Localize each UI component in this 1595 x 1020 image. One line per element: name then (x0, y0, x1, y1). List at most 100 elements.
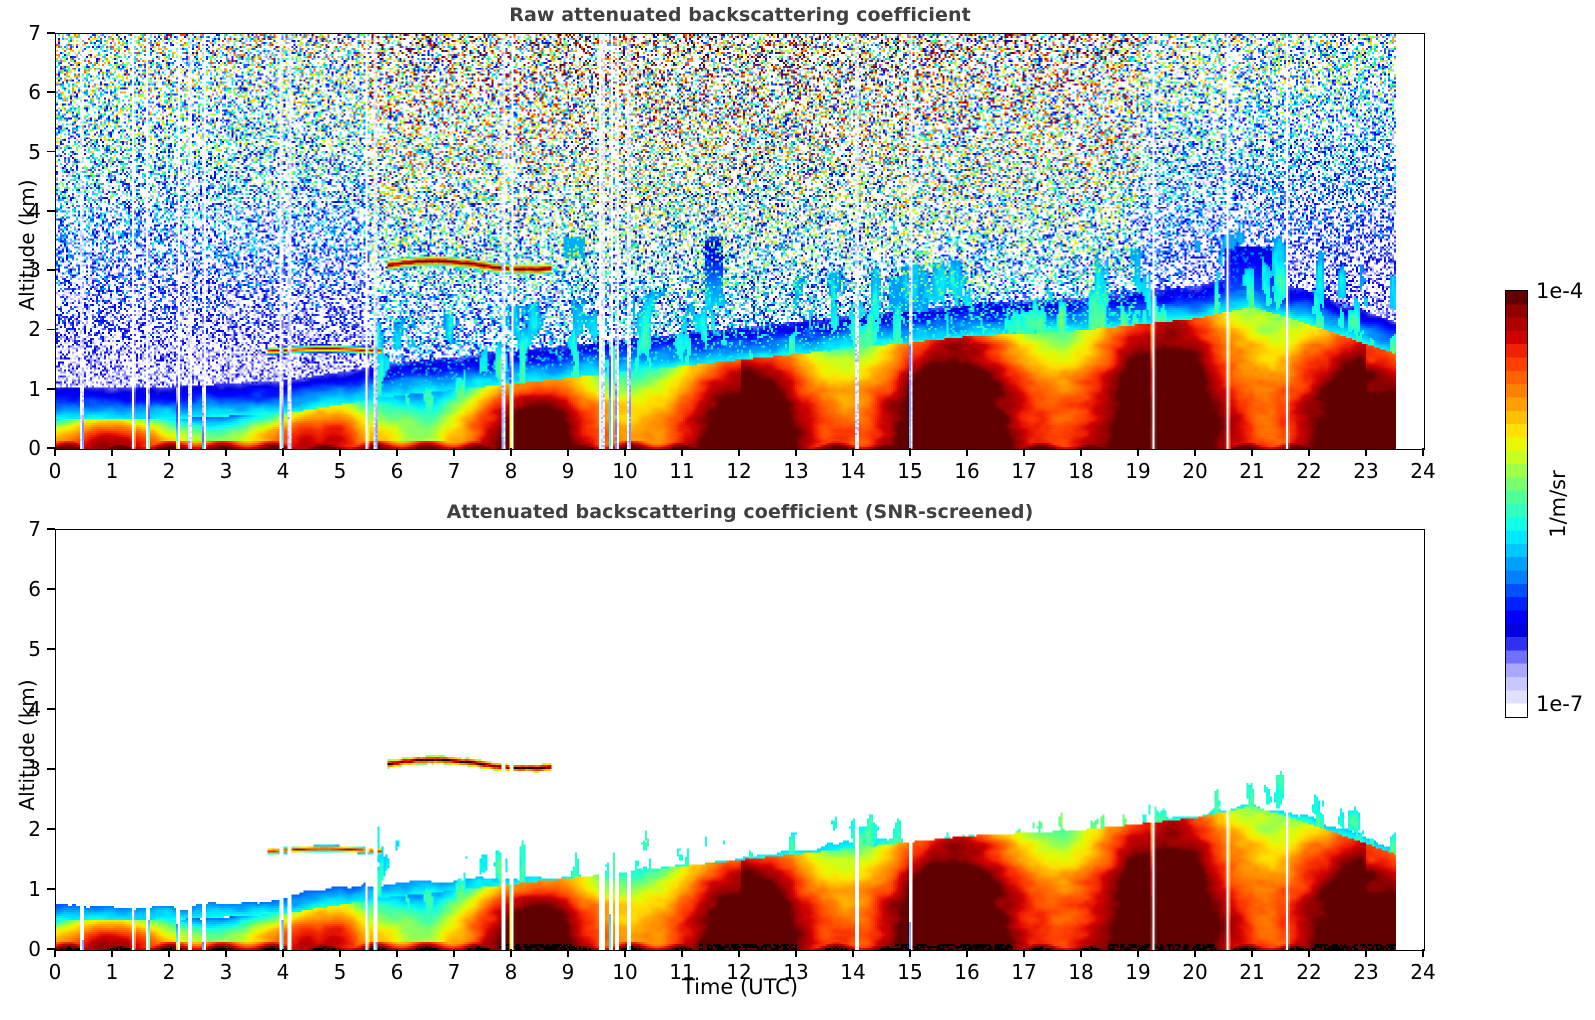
x-tick-label: 1 (105, 459, 119, 483)
y-tick-label: 6 (28, 80, 41, 105)
colorbar-max-label: 1e-4 (1536, 279, 1584, 303)
x-tick-label: 10 (612, 459, 638, 483)
x-tick (681, 448, 683, 456)
y-tick (47, 948, 55, 950)
x-tick (54, 448, 56, 456)
y-tick-label: 7 (28, 517, 41, 541)
x-tick (54, 949, 56, 957)
screened-x-axis-label: Time (UTC) (681, 975, 799, 999)
x-tick (282, 949, 284, 957)
x-tick (1023, 448, 1025, 456)
y-tick-label: 4 (28, 697, 41, 721)
x-tick-label: 1 (105, 960, 119, 984)
y-tick-label: 1 (28, 376, 41, 401)
x-tick (1308, 448, 1310, 456)
x-tick-label: 7 (447, 459, 461, 483)
x-tick (225, 949, 227, 957)
x-tick (453, 448, 455, 456)
x-tick-label: 22 (1296, 459, 1322, 483)
y-tick (47, 648, 55, 650)
x-tick (966, 949, 968, 957)
x-tick-label: 17 (1011, 960, 1037, 984)
y-tick (47, 888, 55, 890)
x-tick (1194, 448, 1196, 456)
x-tick-label: 24 (1410, 960, 1436, 984)
x-tick-label: 10 (612, 960, 638, 984)
x-tick-label: 16 (954, 960, 980, 984)
x-tick-label: 11 (669, 960, 695, 984)
x-tick-label: 16 (954, 459, 980, 483)
x-tick-label: 7 (447, 960, 461, 984)
raw-backscatter-heatmap[interactable] (55, 33, 1425, 450)
x-tick (852, 448, 854, 456)
x-tick-label: 18 (1068, 960, 1094, 984)
x-tick-label: 23 (1353, 459, 1379, 483)
x-tick (909, 949, 911, 957)
x-tick (111, 448, 113, 456)
x-tick (852, 949, 854, 957)
x-tick-label: 13 (783, 459, 809, 483)
x-tick-label: 4 (276, 960, 290, 984)
x-tick (168, 949, 170, 957)
x-tick (510, 949, 512, 957)
x-tick-label: 15 (897, 459, 923, 483)
x-tick-label: 8 (504, 459, 518, 483)
screened-backscatter-heatmap[interactable] (55, 529, 1425, 951)
y-tick (47, 91, 55, 94)
x-tick (1365, 949, 1367, 957)
x-tick (1365, 448, 1367, 456)
panel-screened-title: Attenuated backscattering coefficient (S… (446, 501, 1034, 523)
x-tick-label: 6 (390, 459, 404, 483)
x-tick-label: 11 (669, 459, 695, 483)
x-tick (1422, 949, 1424, 957)
y-tick-label: 5 (28, 139, 41, 164)
y-tick-label: 5 (28, 637, 41, 661)
x-tick-label: 21 (1239, 960, 1265, 984)
x-tick-label: 17 (1011, 459, 1037, 483)
colorbar[interactable] (1505, 290, 1528, 718)
x-tick (1023, 949, 1025, 957)
x-tick (282, 448, 284, 456)
y-tick-label: 0 (28, 937, 41, 961)
y-tick-label: 7 (28, 21, 41, 45)
x-tick-label: 21 (1239, 459, 1265, 483)
x-tick-label: 20 (1182, 459, 1208, 483)
y-tick (47, 328, 55, 331)
x-tick-label: 4 (276, 459, 290, 483)
x-tick (795, 949, 797, 957)
x-tick-label: 3 (219, 459, 233, 483)
x-tick-label: 23 (1353, 960, 1379, 984)
x-tick (339, 448, 341, 456)
y-tick (47, 528, 55, 530)
x-tick-label: 20 (1182, 960, 1208, 984)
x-tick (567, 949, 569, 957)
x-tick (396, 949, 398, 957)
x-tick-label: 19 (1125, 459, 1151, 483)
x-tick (624, 448, 626, 456)
x-tick-label: 3 (219, 960, 233, 984)
x-tick-label: 12 (726, 960, 752, 984)
x-tick-label: 14 (840, 960, 866, 984)
x-tick (1194, 949, 1196, 957)
x-tick (339, 949, 341, 957)
y-tick-label: 2 (28, 817, 41, 841)
x-tick-label: 2 (162, 960, 176, 984)
x-tick (738, 448, 740, 456)
x-tick (168, 448, 170, 456)
x-tick-label: 5 (333, 960, 347, 984)
y-tick-label: 2 (28, 317, 41, 342)
colorbar-unit-label: 1/m/sr (1546, 470, 1570, 538)
y-tick-label: 4 (28, 198, 41, 223)
y-tick-label: 3 (28, 258, 41, 283)
x-tick (1137, 448, 1139, 456)
y-tick (47, 447, 55, 449)
x-tick (966, 448, 968, 456)
screened-heatmap-canvas (56, 530, 1424, 950)
colorbar-min-label: 1e-7 (1536, 692, 1584, 716)
y-tick (47, 32, 55, 34)
y-tick-label: 0 (28, 436, 41, 460)
x-tick-label: 0 (48, 960, 62, 984)
x-tick (396, 448, 398, 456)
x-tick (624, 949, 626, 957)
x-tick-label: 18 (1068, 459, 1094, 483)
